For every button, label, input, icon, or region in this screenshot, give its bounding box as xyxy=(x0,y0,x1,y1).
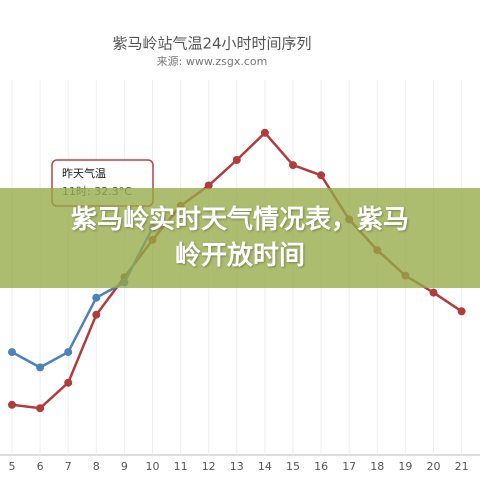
x-tick-label: 14 xyxy=(258,460,272,473)
x-tick-label: 17 xyxy=(342,460,356,473)
banner-text: 紫马岭实时天气情况表，紫马岭开放时间 xyxy=(70,205,409,271)
chart-subtitle: 来源: www.zsgx.com xyxy=(157,54,268,68)
data-point xyxy=(64,378,73,387)
data-point xyxy=(457,307,466,316)
x-tick-label: 18 xyxy=(370,460,384,473)
data-point xyxy=(64,348,73,357)
x-tick-label: 10 xyxy=(146,460,160,473)
data-point xyxy=(260,128,269,137)
data-point xyxy=(92,293,101,302)
data-point xyxy=(36,363,45,372)
x-tick-label: 11 xyxy=(174,460,188,473)
x-tick-label: 15 xyxy=(286,460,300,473)
banner: 紫马岭实时天气情况表，紫马岭开放时间 xyxy=(0,188,480,288)
x-tick-label: 12 xyxy=(202,460,216,473)
data-point xyxy=(204,181,213,190)
data-point xyxy=(92,310,101,319)
x-tick-label: 7 xyxy=(65,460,72,473)
x-tick-label: 21 xyxy=(455,460,469,473)
data-point xyxy=(289,161,297,170)
x-tick-label: 13 xyxy=(230,460,244,473)
tooltip-title: 昨天气温 xyxy=(62,166,106,180)
x-tick-label: 8 xyxy=(93,460,100,473)
x-tick-label: 19 xyxy=(398,460,412,473)
x-tick-label: 9 xyxy=(121,460,128,473)
data-point xyxy=(36,404,45,413)
chart-title: 紫马岭站气温24小时时间序列 xyxy=(112,35,311,53)
data-point xyxy=(8,348,16,357)
data-point xyxy=(232,156,241,164)
data-point xyxy=(317,171,326,180)
x-tick-label: 20 xyxy=(427,460,441,473)
data-point xyxy=(429,288,438,297)
x-tick-label: 6 xyxy=(37,460,44,473)
data-point xyxy=(8,400,16,409)
x-tick-label: 16 xyxy=(314,460,328,473)
x-tick-label: 5 xyxy=(9,460,16,473)
